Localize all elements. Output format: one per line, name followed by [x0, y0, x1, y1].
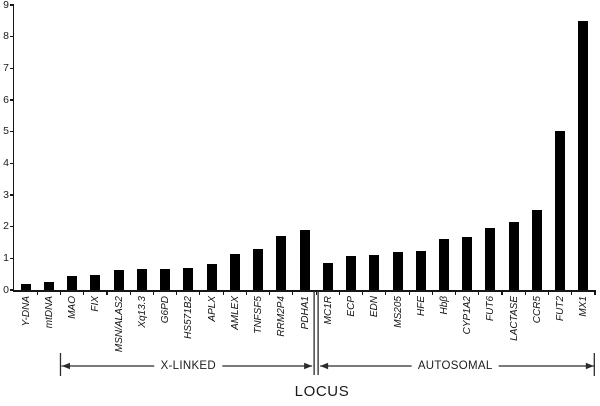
bar: [531, 209, 542, 290]
x-axis-tick: [455, 291, 457, 295]
x-axis-tick: [501, 291, 503, 295]
bar: [438, 238, 449, 290]
x-axis-tick: [547, 291, 550, 295]
y-axis-tick: [9, 289, 14, 291]
y-tick-label: 2: [3, 220, 9, 233]
bar: [508, 222, 519, 290]
y-tick-label: 8: [3, 30, 9, 43]
x-axis-title: LOCUS: [294, 383, 350, 400]
x-axis-tick: [478, 291, 480, 295]
y-tick-label: 5: [3, 125, 9, 138]
x-axis-tick: [594, 291, 596, 295]
x-axis-tick: [385, 291, 387, 295]
x-axis-tick: [269, 291, 271, 295]
bar: [183, 267, 194, 290]
y-axis-tick: [9, 36, 14, 38]
arrowhead-icon: [320, 362, 329, 370]
y-axis-tick: [9, 257, 14, 259]
bar: [322, 263, 333, 290]
x-axis-tick: [106, 291, 108, 295]
y-tick-label: 7: [3, 61, 9, 74]
x-axis-tick: [315, 291, 317, 295]
bar: [578, 20, 589, 290]
y-tick-label: 0: [3, 283, 9, 296]
arrowhead-icon: [304, 362, 313, 370]
y-axis-tick: [9, 226, 14, 228]
x-axis-tick: [176, 291, 178, 295]
bar: [276, 236, 287, 290]
bar: [67, 275, 78, 291]
bar: [20, 283, 31, 290]
bar: [485, 228, 496, 291]
y-axis-tick: [9, 99, 14, 101]
bar: [43, 282, 54, 290]
x-axis-tick: [245, 291, 247, 295]
x-axis-tick: [199, 291, 201, 295]
bar: [415, 250, 426, 290]
x-axis-tick: [129, 291, 131, 295]
y-tick-label: 3: [3, 188, 9, 201]
bar: [369, 254, 380, 290]
x-axis-tick: [338, 291, 340, 295]
y-tick-label: 4: [3, 156, 9, 169]
bar: [113, 270, 124, 290]
bar: [299, 229, 310, 290]
x-axis-tick: [152, 291, 154, 295]
group-label-autosomal: AUTOSOMAL: [411, 360, 499, 372]
bar: [90, 275, 101, 290]
x-axis-tick: [292, 291, 294, 295]
y-axis-tick: [9, 131, 14, 133]
y-axis-tick: [9, 162, 14, 164]
bar: [462, 236, 473, 290]
bar: [253, 248, 263, 290]
x-axis-tick: [362, 291, 364, 295]
x-axis-line: [12, 290, 596, 292]
bar: [136, 268, 147, 290]
x-axis-tick: [408, 291, 410, 295]
x-axis-tick: [83, 291, 85, 295]
x-axis-tick: [36, 291, 38, 295]
x-axis-tick: [222, 291, 224, 295]
x-axis-tick: [524, 291, 526, 295]
y-tick-label: 1: [3, 251, 9, 264]
bar: [392, 251, 403, 290]
bar: [206, 263, 217, 290]
y-tick-label: 9: [3, 0, 9, 11]
y-axis-line: [12, 4, 14, 292]
y-axis-tick: [9, 194, 14, 196]
x-axis-tick: [59, 291, 62, 295]
group-label-x-linked: X-LINKED: [154, 360, 223, 372]
bar: [346, 256, 356, 290]
y-tick-label: 6: [3, 93, 9, 106]
arrowhead-icon: [61, 362, 70, 370]
bar: [555, 131, 566, 290]
y-axis-tick: [9, 4, 14, 6]
x-axis-tick: [571, 291, 573, 295]
arrowhead-icon: [585, 362, 594, 370]
bar: [229, 253, 240, 290]
x-axis-tick: [431, 291, 433, 295]
y-axis-tick: [9, 67, 14, 69]
bar: [160, 268, 171, 290]
